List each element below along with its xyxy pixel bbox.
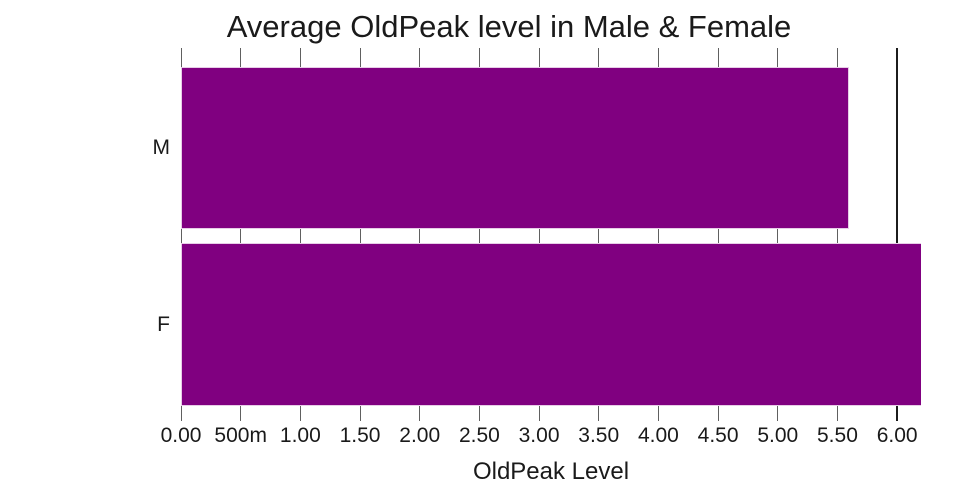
gridline (240, 48, 242, 421)
y-tick-label-M: M (152, 136, 171, 159)
x-tick-label-500m: 500m (214, 424, 267, 447)
gridline (299, 48, 301, 421)
x-tick-label-6.00: 6.00 (876, 424, 918, 447)
gridline (777, 48, 779, 421)
gridline (717, 48, 719, 421)
gridline (836, 48, 838, 421)
gridline (478, 48, 480, 421)
gridline (598, 48, 600, 421)
x-tick-label-2.00: 2.00 (399, 424, 441, 447)
x-tick-label-4.00: 4.00 (637, 424, 679, 447)
bar-M (181, 67, 850, 229)
gridline (657, 48, 659, 421)
x-axis-title: OldPeak Level (472, 458, 630, 485)
y-tick-label-F: F (157, 312, 170, 336)
gridline (181, 48, 182, 421)
gridline (419, 48, 421, 421)
gridline (359, 48, 361, 421)
gridline-end (896, 48, 899, 421)
x-tick-label-0.00: 0.00 (160, 424, 202, 447)
plot-area (181, 48, 921, 421)
x-tick-label-5.50: 5.50 (817, 424, 858, 447)
x-tick-label-1.50: 1.50 (339, 424, 381, 447)
chart-title: Average OldPeak level in Male & Female (226, 9, 792, 44)
bar-F (181, 243, 921, 406)
gridline (538, 48, 540, 421)
x-tick-label-3.50: 3.50 (578, 424, 620, 447)
x-tick-label-3.00: 3.00 (518, 424, 560, 447)
x-tick-label-5.00: 5.00 (757, 424, 799, 447)
x-tick-label-4.50: 4.50 (697, 424, 739, 447)
x-tick-label-2.50: 2.50 (458, 424, 500, 447)
x-tick-label-1.00: 1.00 (279, 424, 321, 447)
